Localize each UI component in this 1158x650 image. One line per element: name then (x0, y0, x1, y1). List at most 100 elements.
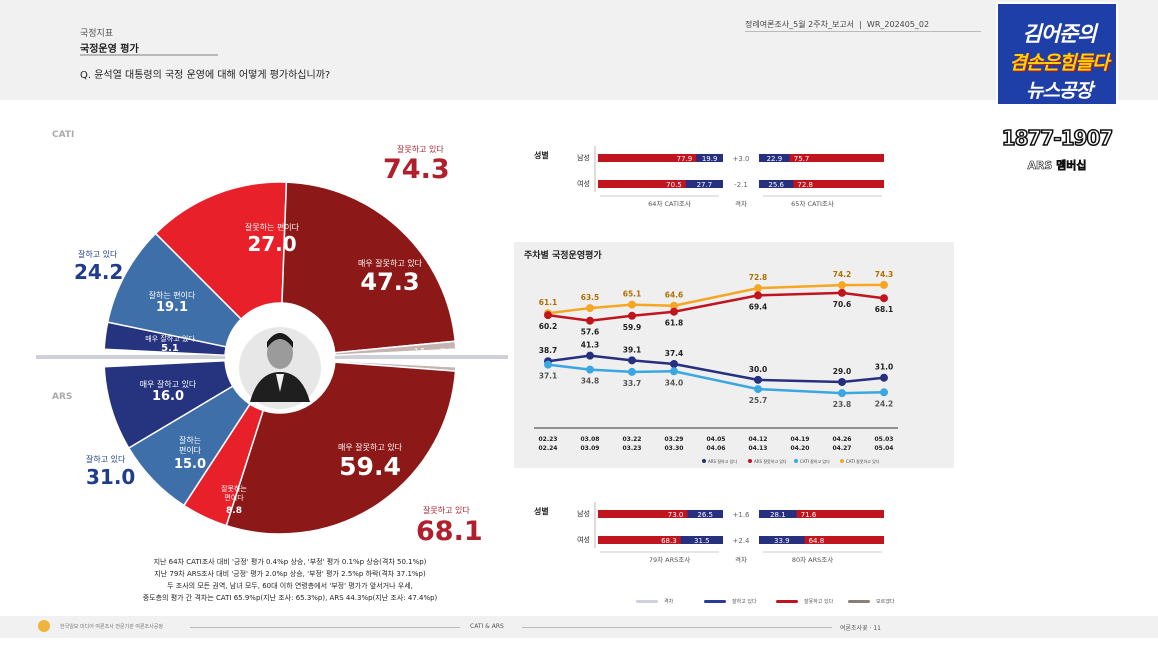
gender-diff-cell (723, 180, 759, 188)
series-point (628, 311, 636, 320)
series-point (838, 389, 846, 398)
series-point (754, 375, 762, 384)
cati-very-pos-value: 5.1 (161, 343, 179, 354)
data-label: 70.6 (833, 300, 852, 309)
cati-neg-label: 잘못하는 편이다 (244, 223, 300, 232)
cati-side-label: CATI (52, 130, 75, 140)
bar-footer-left: 64차 CATI조사 (648, 199, 691, 208)
gender-prev-pos-bar (680, 536, 723, 544)
legend-label: 잘못하고 있다 (804, 599, 834, 605)
report-meta: 정례여론조사_5월 2주차_보고서 | WR_202405_02 (745, 20, 930, 29)
gender-row-label: 여성 (577, 535, 590, 544)
gender-diff-value: +2.4 (733, 537, 751, 545)
meta-underline (745, 31, 981, 32)
series-point (586, 365, 594, 374)
ars-very-neg-value: 59.4 (339, 452, 401, 481)
data-label: 68.1 (875, 305, 894, 314)
cati-very-neg-label: 매우 잘못하고 있다 (358, 259, 422, 268)
x-tick-label: 03.23 (623, 445, 642, 452)
ars-neg-value: 8.8 (226, 506, 242, 516)
series-point (838, 378, 846, 386)
series-point (628, 356, 636, 365)
x-tick-label: 02.23 (539, 436, 558, 443)
data-label: 25.7 (749, 396, 768, 405)
cati-pos-value: 19.1 (155, 300, 189, 315)
series-point (628, 300, 636, 309)
gender-cur-neg-value: 75.7 (794, 155, 810, 163)
series-point (880, 294, 888, 303)
bar-footer-mid: 격차 (735, 199, 747, 208)
donut-chart (36, 181, 508, 535)
logo-line-1: 김어준의 (1022, 22, 1096, 46)
ars-very-pos-label: 매우 잘하고 있다 (139, 380, 197, 389)
gender-prev-neg-value: 77.9 (677, 155, 693, 163)
ars-dk-label: 잘 모름 (440, 360, 462, 368)
gender-cur-pos-value: 33.9 (774, 537, 790, 545)
series-point (586, 316, 594, 325)
gender-cur-pos-bar (759, 154, 790, 162)
summary-notes: 지난 64차 CATI조사 대비 '긍정' 평가 0.4%p 상승, '부정' … (120, 556, 460, 604)
note-line: 두 조사의 모든 권역, 남녀 모두, 60대 이하 연령층에서 '부정' 평가… (167, 582, 413, 590)
gender-cur-neg-value: 64.8 (809, 537, 825, 545)
series-point (544, 360, 552, 369)
bottom-legend-pos: 잘하고 있다 (704, 598, 757, 605)
ars-dk-value: 0.8 (414, 359, 426, 367)
legend-swatch (776, 600, 798, 603)
series-point (628, 367, 636, 376)
legend-swatch (848, 600, 870, 603)
logo-line-3: 뉴스공장 (1026, 80, 1093, 102)
x-tick-label: 04.20 (791, 445, 810, 452)
gender-prev-pos-value: 26.5 (697, 511, 713, 519)
membership-label: ARS 멤버십 (1027, 159, 1087, 173)
gender-cur-pos-bar (759, 536, 805, 544)
gender-section-label: 성별 (534, 506, 549, 516)
data-label: 72.8 (749, 273, 768, 282)
gender-diff-cell (723, 510, 759, 518)
ars-positive-total: 31.0 (86, 465, 136, 489)
cati-positive-total: 24.2 (74, 260, 124, 284)
ars-side-label: ARS (52, 392, 73, 402)
x-tick-label: 03.22 (623, 436, 642, 443)
ars-pos-label-1: 잘하는 (178, 436, 202, 445)
sunflower-logo-icon (38, 620, 50, 632)
x-tick-label: 03.30 (665, 445, 684, 452)
legend-swatch (636, 600, 658, 603)
ars-neg-label-1: 잘못하는 (221, 485, 247, 493)
footer-center: CATI & ARS (470, 623, 504, 630)
data-label: 60.2 (539, 322, 558, 331)
data-label: 39.1 (623, 345, 642, 354)
ars-neg-label-2: 편이다 (224, 494, 244, 502)
series-point (754, 291, 762, 300)
cati-very-neg-value: 47.3 (360, 268, 420, 296)
section-label: 국정지표 (80, 29, 114, 39)
series-point (754, 385, 762, 394)
x-tick-label: 03.29 (665, 436, 684, 443)
logo-line-2: 겸손은힘들다 (1009, 52, 1110, 74)
page-title: 국정운영 평가 (80, 44, 139, 55)
bottom-legend-neg: 잘못하고 있다 (776, 598, 833, 605)
bar-footer-left: 79차 ARS조사 (649, 555, 690, 564)
legend-label: 잘하고 있다 (732, 599, 757, 605)
series-point (880, 280, 888, 289)
series-point (544, 311, 552, 320)
x-tick-label: 03.08 (581, 436, 600, 443)
bottom-legend-dk: 모르겠다 (848, 598, 894, 605)
data-label: 61.1 (539, 298, 558, 307)
phone-number: 1877-1907 (1001, 125, 1114, 151)
bottom-legend-gap: 격차 (636, 598, 673, 605)
series-point (754, 284, 762, 293)
footer-line (522, 627, 832, 628)
gender-chart-ars: 성별 남성 73.0 26.5 +1.6 28.1 71.6 여성 68.3 31.5 +2.4 33… (534, 502, 884, 564)
legend-marker (748, 459, 752, 463)
data-label: 29.0 (833, 367, 852, 376)
x-tick-label: 04.27 (833, 445, 852, 452)
weekly-trend-panel: 주차별 국정운영평가 61.1 63.5 65.1 64.6 72.8 74.2 74.3 6… (514, 242, 954, 468)
x-tick-label: 04.12 (749, 436, 768, 443)
data-label: 33.7 (623, 379, 642, 388)
data-label: 31.0 (875, 363, 894, 372)
gender-diff-cell (723, 154, 759, 162)
data-label: 74.2 (833, 270, 852, 279)
x-tick-label: 03.09 (581, 445, 600, 452)
gender-row-label: 남성 (577, 509, 590, 518)
